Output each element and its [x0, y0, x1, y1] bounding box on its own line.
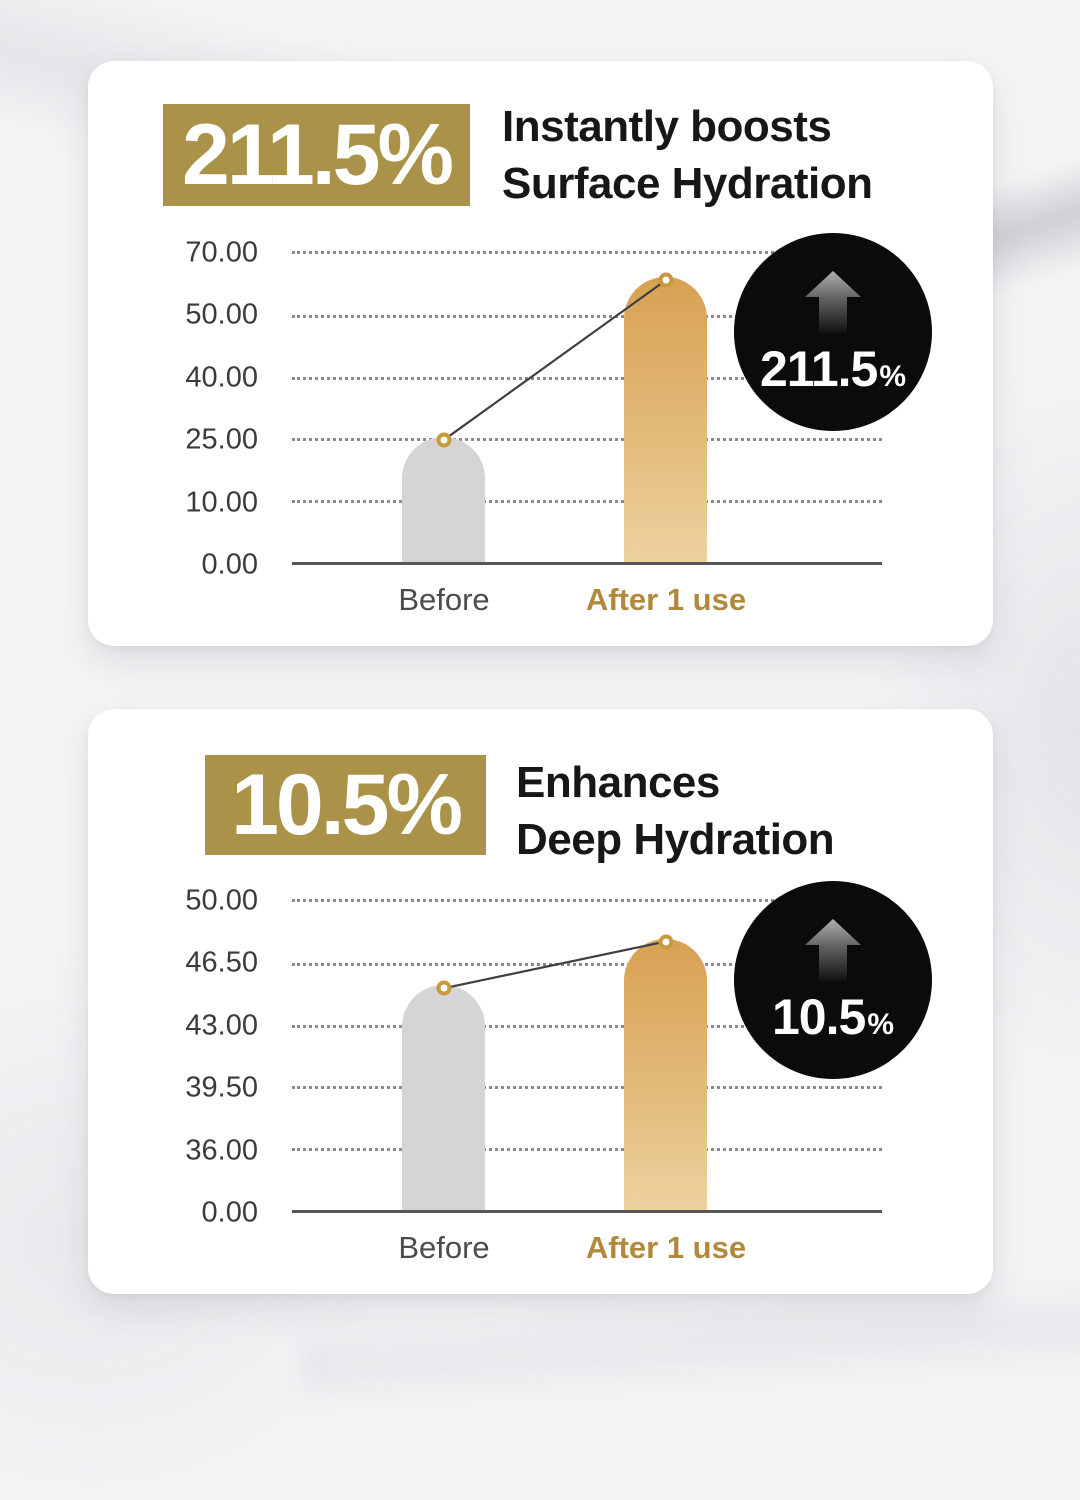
card-title-line-1: Instantly boosts [502, 102, 832, 151]
bar-chart-plot [292, 251, 882, 565]
card-title-line-1: Enhances [516, 758, 720, 807]
data-point-marker [658, 272, 673, 288]
y-tick-label: 25.00 [185, 423, 258, 456]
y-tick-label: 50.00 [185, 884, 258, 917]
card-title-line-2: Deep Hydration [516, 815, 835, 864]
bubble-percent-text: 10.5 % [772, 988, 894, 1046]
y-tick-label: 36.00 [185, 1134, 258, 1167]
y-tick-label: 39.50 [185, 1071, 258, 1104]
stat-card-deep-hydration: 10.5% Enhances Deep Hydration 50.00 46.5… [88, 709, 993, 1294]
gridline [292, 962, 882, 966]
data-point-marker [436, 432, 451, 448]
gridline [292, 899, 882, 902]
arrow-up-icon [805, 919, 861, 981]
x-label-after: After 1 use [585, 1230, 747, 1265]
y-tick-label: 0.00 [201, 548, 258, 581]
y-tick-label: 0.00 [201, 1196, 258, 1229]
bar-after [624, 938, 707, 1210]
gridline [292, 251, 882, 254]
bubble-value: 10.5 [771, 989, 866, 1045]
percent-badge: 10.5% [205, 755, 486, 855]
bubble-percent-text: 211.5 % [760, 340, 906, 398]
gridline [292, 314, 882, 318]
bubble-value: 211.5 [759, 341, 878, 397]
gridline [292, 500, 882, 504]
stat-card-surface-hydration: 211.5% Instantly boosts Surface Hydratio… [88, 61, 993, 646]
y-tick-label: 43.00 [185, 1009, 258, 1042]
gridline [292, 1148, 882, 1152]
bubble-percent-sign: % [879, 360, 907, 393]
gridline [292, 376, 882, 380]
x-label-before: Before [398, 1230, 490, 1265]
y-tick-label: 70.00 [185, 236, 258, 269]
data-point-marker [436, 980, 451, 996]
bubble-percent-sign: % [867, 1008, 894, 1041]
card-title-line-2: Surface Hydration [502, 159, 873, 208]
bar-after [624, 277, 707, 562]
bar-before [402, 437, 485, 562]
x-label-after: After 1 use [585, 582, 747, 617]
card-title: Instantly boosts Surface Hydration [502, 98, 873, 212]
gridline [292, 438, 882, 442]
x-label-before: Before [398, 582, 490, 617]
arrow-up-icon [805, 271, 861, 333]
increase-bubble: 211.5 % [734, 233, 932, 431]
increase-bubble: 10.5 % [734, 881, 932, 1079]
connector-line [442, 279, 667, 442]
y-tick-label: 46.50 [185, 946, 258, 979]
bar-chart-plot [292, 899, 882, 1213]
gridline [292, 1024, 882, 1028]
percent-badge: 211.5% [163, 104, 470, 206]
data-point-marker [658, 934, 673, 950]
card-title: Enhances Deep Hydration [516, 754, 835, 868]
y-tick-label: 10.00 [185, 486, 258, 519]
gridline [292, 1086, 882, 1090]
bar-before [402, 985, 485, 1210]
y-tick-label: 40.00 [185, 361, 258, 394]
connector-line [443, 940, 666, 990]
y-tick-label: 50.00 [185, 298, 258, 331]
